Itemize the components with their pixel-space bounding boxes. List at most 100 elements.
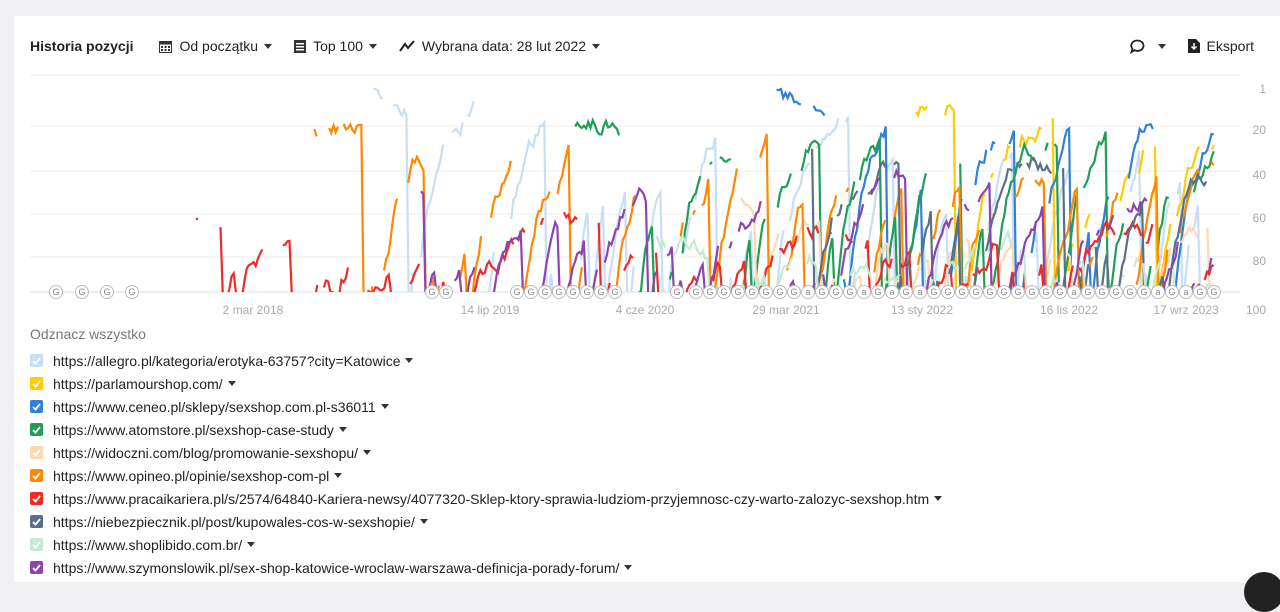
- series-checkbox[interactable]: [30, 492, 43, 505]
- annotation-marker[interactable]: G: [1082, 286, 1095, 299]
- annotation-marker[interactable]: G: [984, 286, 997, 299]
- annotation-marker[interactable]: a: [914, 286, 927, 299]
- annotation-marker[interactable]: G: [830, 286, 843, 299]
- legend-item[interactable]: https://widoczni.com/blog/promowanie-sex…: [30, 441, 942, 464]
- series-checkbox[interactable]: [30, 469, 43, 482]
- annotation-marker[interactable]: G: [816, 286, 829, 299]
- annotation-marker[interactable]: a: [1068, 286, 1081, 299]
- deselect-all-link[interactable]: Odznacz wszystko: [30, 326, 146, 342]
- chevron-down-icon[interactable]: [228, 381, 236, 386]
- annotation-marker[interactable]: G: [928, 286, 941, 299]
- series-line: [452, 122, 463, 134]
- export-button[interactable]: Eksport: [1188, 38, 1254, 54]
- series-checkbox[interactable]: [30, 538, 43, 551]
- chevron-down-icon[interactable]: [624, 565, 632, 570]
- annotation-marker[interactable]: G: [1194, 286, 1207, 299]
- legend-item[interactable]: https://www.ceneo.pl/sklepy/sexshop.com.…: [30, 395, 942, 418]
- annotation-marker[interactable]: G: [1096, 286, 1109, 299]
- annotation-marker[interactable]: G: [1124, 286, 1137, 299]
- chevron-down-icon: [592, 44, 600, 49]
- series-line: [221, 227, 263, 312]
- annotation-marker[interactable]: G: [539, 286, 552, 299]
- annotation-marker[interactable]: G: [440, 286, 453, 299]
- annotation-marker[interactable]: G: [525, 286, 538, 299]
- chevron-down-icon[interactable]: [381, 404, 389, 409]
- series-checkbox[interactable]: [30, 515, 43, 528]
- series-checkbox[interactable]: [30, 561, 43, 574]
- annotation-marker[interactable]: a: [1180, 286, 1193, 299]
- series-checkbox[interactable]: [30, 400, 43, 413]
- annotation-marker[interactable]: G: [1166, 286, 1179, 299]
- annotation-marker[interactable]: G: [900, 286, 913, 299]
- chat-button[interactable]: [1244, 572, 1280, 612]
- annotation-marker[interactable]: G: [1012, 286, 1025, 299]
- svg-text:G: G: [1196, 287, 1203, 297]
- comments-dropdown[interactable]: [1130, 39, 1166, 54]
- chevron-down-icon[interactable]: [247, 542, 255, 547]
- chevron-down-icon[interactable]: [339, 427, 347, 432]
- legend-item[interactable]: https://www.pracaikariera.pl/s/2574/6484…: [30, 487, 942, 510]
- annotation-marker[interactable]: G: [970, 286, 983, 299]
- svg-text:a: a: [861, 287, 866, 297]
- annotation-marker[interactable]: G: [1110, 286, 1123, 299]
- svg-text:G: G: [1168, 287, 1175, 297]
- legend-item[interactable]: https://www.atomstore.pl/sexshop-case-st…: [30, 418, 942, 441]
- legend-item[interactable]: https://parlamourshop.com/: [30, 372, 942, 395]
- annotation-marker[interactable]: G: [581, 286, 594, 299]
- annotation-marker[interactable]: G: [50, 286, 63, 299]
- series-checkbox[interactable]: [30, 423, 43, 436]
- legend-item[interactable]: https://allegro.pl/kategoria/erotyka-637…: [30, 349, 942, 372]
- chevron-down-icon[interactable]: [934, 496, 942, 501]
- annotation-marker[interactable]: G: [609, 286, 622, 299]
- annotation-marker[interactable]: G: [76, 286, 89, 299]
- series-checkbox[interactable]: [30, 446, 43, 459]
- series-checkbox[interactable]: [30, 377, 43, 390]
- range-dropdown[interactable]: Od początku: [159, 38, 272, 54]
- annotation-marker[interactable]: G: [1208, 286, 1221, 299]
- annotation-marker[interactable]: G: [760, 286, 773, 299]
- annotation-marker[interactable]: G: [956, 286, 969, 299]
- annotation-marker[interactable]: G: [844, 286, 857, 299]
- annotation-marker[interactable]: G: [704, 286, 717, 299]
- legend-item[interactable]: https://niebezpiecznik.pl/post/kupowales…: [30, 510, 942, 533]
- annotation-marker[interactable]: G: [746, 286, 759, 299]
- legend-item[interactable]: https://www.szymonslowik.pl/sex-shop-kat…: [30, 556, 942, 579]
- annotation-marker[interactable]: G: [718, 286, 731, 299]
- series-line: [384, 199, 397, 271]
- annotation-marker[interactable]: a: [886, 286, 899, 299]
- legend-item[interactable]: https://www.opineo.pl/opinie/sexshop-com…: [30, 464, 942, 487]
- annotation-marker[interactable]: G: [1138, 286, 1151, 299]
- legend-item[interactable]: https://www.shoplibido.com.br/: [30, 533, 942, 556]
- series-checkbox[interactable]: [30, 354, 43, 367]
- annotation-marker[interactable]: G: [998, 286, 1011, 299]
- annotation-marker[interactable]: G: [732, 286, 745, 299]
- chevron-down-icon[interactable]: [363, 450, 371, 455]
- annotation-marker[interactable]: G: [690, 286, 703, 299]
- annotation-marker[interactable]: G: [595, 286, 608, 299]
- annotation-marker[interactable]: G: [774, 286, 787, 299]
- annotation-marker[interactable]: G: [942, 286, 955, 299]
- date-dropdown[interactable]: Wybrana data: 28 lut 2022: [399, 38, 600, 54]
- annotation-marker[interactable]: G: [1040, 286, 1053, 299]
- annotation-marker[interactable]: G: [553, 286, 566, 299]
- annotation-marker[interactable]: G: [426, 286, 439, 299]
- annotation-marker[interactable]: a: [858, 286, 871, 299]
- annotation-marker[interactable]: a: [1152, 286, 1165, 299]
- chart-title: Historia pozycji: [30, 38, 133, 54]
- annotation-marker[interactable]: G: [788, 286, 801, 299]
- chevron-down-icon[interactable]: [334, 473, 342, 478]
- chart-toolbar: Historia pozycji Od początku Top 100 Wyb…: [30, 36, 1254, 56]
- annotation-marker[interactable]: G: [126, 286, 139, 299]
- chevron-down-icon[interactable]: [420, 519, 428, 524]
- annotation-marker[interactable]: G: [1054, 286, 1067, 299]
- chevron-down-icon[interactable]: [405, 358, 413, 363]
- annotation-marker[interactable]: G: [671, 286, 684, 299]
- annotation-marker[interactable]: G: [511, 286, 524, 299]
- top-dropdown[interactable]: Top 100: [294, 38, 377, 54]
- annotation-marker[interactable]: G: [872, 286, 885, 299]
- annotation-marker[interactable]: G: [567, 286, 580, 299]
- annotation-marker[interactable]: G: [101, 286, 114, 299]
- annotation-marker[interactable]: G: [1026, 286, 1039, 299]
- annotation-marker[interactable]: a: [802, 286, 815, 299]
